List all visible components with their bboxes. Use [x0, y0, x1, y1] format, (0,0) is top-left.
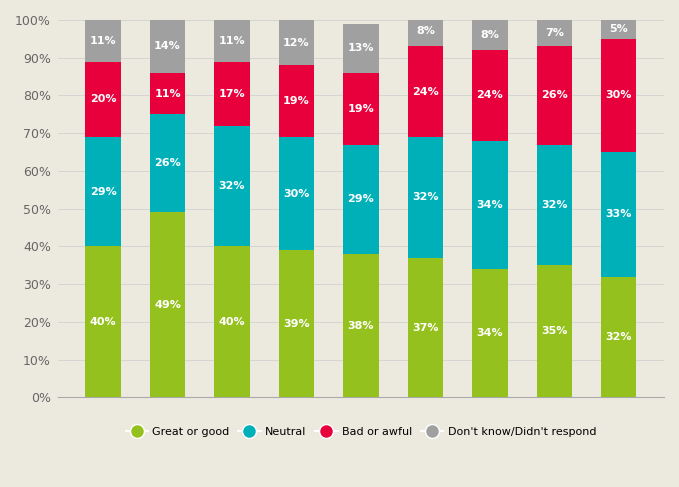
Bar — [407, 137, 443, 258]
Bar — [536, 145, 572, 265]
Bar — [215, 61, 250, 126]
Bar — [601, 20, 636, 39]
Text: 34%: 34% — [477, 200, 503, 210]
Bar — [472, 50, 507, 141]
Bar — [279, 250, 314, 397]
Text: 37%: 37% — [412, 322, 439, 333]
Text: 39%: 39% — [283, 319, 310, 329]
Text: 32%: 32% — [412, 192, 439, 203]
Text: 20%: 20% — [90, 94, 116, 104]
Bar — [279, 65, 314, 137]
Bar — [343, 24, 379, 73]
Text: 29%: 29% — [348, 194, 374, 204]
Bar — [215, 126, 250, 246]
Text: 32%: 32% — [606, 332, 632, 342]
Bar — [150, 212, 185, 397]
Text: 35%: 35% — [541, 326, 568, 337]
Text: 40%: 40% — [219, 317, 245, 327]
Bar — [150, 20, 185, 73]
Text: 17%: 17% — [219, 89, 245, 98]
Bar — [536, 46, 572, 145]
Text: 13%: 13% — [348, 43, 374, 53]
Bar — [343, 145, 379, 254]
Bar — [472, 141, 507, 269]
Bar — [536, 20, 572, 46]
Bar — [601, 152, 636, 277]
Text: 49%: 49% — [154, 300, 181, 310]
Text: 34%: 34% — [477, 328, 503, 338]
Text: 19%: 19% — [348, 104, 374, 113]
Text: 8%: 8% — [480, 30, 499, 40]
Bar — [407, 258, 443, 397]
Bar — [343, 73, 379, 145]
Text: 38%: 38% — [348, 320, 374, 331]
Bar — [150, 73, 185, 114]
Text: 5%: 5% — [609, 24, 628, 35]
Bar — [279, 20, 314, 65]
Bar — [407, 16, 443, 46]
Text: 26%: 26% — [541, 91, 568, 100]
Bar — [407, 46, 443, 137]
Bar — [86, 246, 121, 397]
Bar — [536, 265, 572, 397]
Text: 11%: 11% — [90, 36, 116, 46]
Text: 40%: 40% — [90, 317, 116, 327]
Bar — [150, 114, 185, 212]
Text: 12%: 12% — [283, 37, 310, 48]
Text: 8%: 8% — [416, 26, 435, 37]
Bar — [86, 137, 121, 246]
Text: 7%: 7% — [545, 28, 564, 38]
Text: 24%: 24% — [412, 87, 439, 97]
Bar — [343, 254, 379, 397]
Bar — [601, 277, 636, 397]
Bar — [601, 39, 636, 152]
Legend: Great or good, Neutral, Bad or awful, Don't know/Didn't respond: Great or good, Neutral, Bad or awful, Do… — [120, 422, 602, 443]
Text: 30%: 30% — [606, 91, 632, 100]
Text: 11%: 11% — [219, 36, 245, 46]
Bar — [215, 20, 250, 61]
Text: 11%: 11% — [154, 89, 181, 98]
Bar — [215, 246, 250, 397]
Text: 19%: 19% — [283, 96, 310, 106]
Bar — [472, 269, 507, 397]
Text: 30%: 30% — [283, 188, 310, 199]
Text: 32%: 32% — [541, 200, 568, 210]
Bar — [86, 20, 121, 61]
Bar — [279, 137, 314, 250]
Bar — [86, 61, 121, 137]
Text: 32%: 32% — [219, 181, 245, 191]
Bar — [472, 20, 507, 50]
Text: 26%: 26% — [154, 158, 181, 169]
Text: 33%: 33% — [606, 209, 632, 219]
Text: 29%: 29% — [90, 187, 117, 197]
Text: 14%: 14% — [154, 41, 181, 52]
Text: 24%: 24% — [477, 91, 503, 100]
